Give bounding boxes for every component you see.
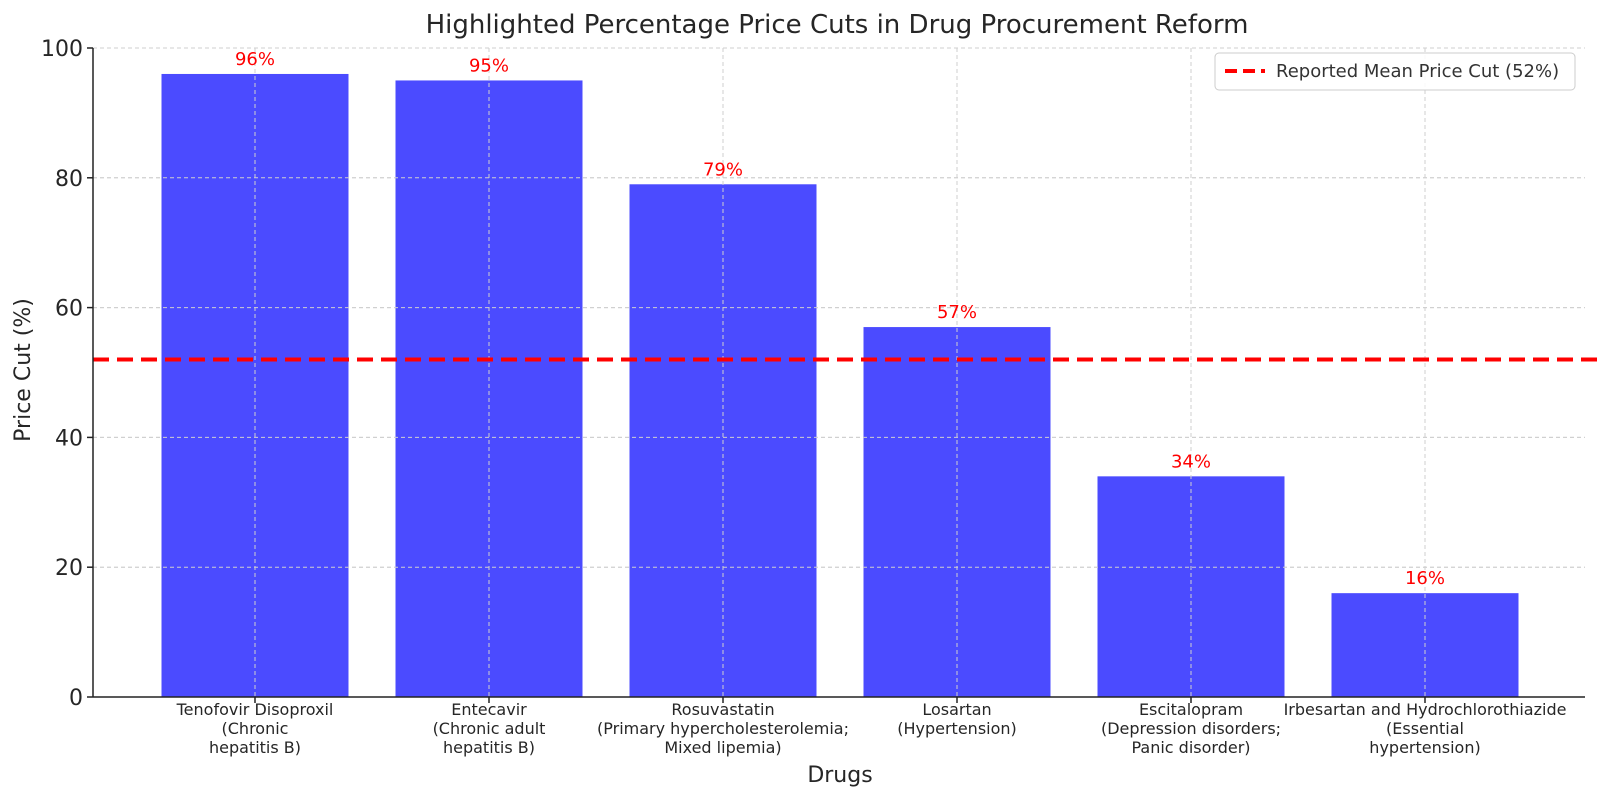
y-tick-label: 40	[55, 426, 83, 451]
x-tick-label: Tenofovir Disoproxil	[176, 700, 334, 719]
x-tick-label: Irbesartan and Hydrochlorothiazide	[1284, 700, 1567, 719]
x-tick-label: (Chronic	[222, 719, 289, 738]
x-tick-label: Entecavir	[451, 700, 527, 719]
y-tick-label: 20	[55, 556, 83, 581]
x-tick-label: hepatitis B)	[443, 738, 535, 757]
bar-layer	[93, 47, 1585, 698]
x-tick-label: (Hypertension)	[897, 719, 1017, 738]
chart-title: Highlighted Percentage Price Cuts in Dru…	[426, 10, 1249, 40]
bar-label-layer: 96% 95% 79% 57% 34% 16%	[235, 49, 1445, 589]
bar-value-label: 57%	[937, 302, 977, 323]
bar-value-label: 16%	[1405, 568, 1445, 589]
legend-box	[1214, 52, 1576, 91]
bar-value-label: 79%	[703, 159, 743, 180]
bar	[1097, 476, 1285, 697]
bar-value-label: 96%	[235, 49, 275, 70]
bar-value-label: 34%	[1171, 451, 1211, 472]
y-tick-label: 0	[69, 686, 83, 711]
x-tick-label: hepatitis B)	[209, 738, 301, 757]
x-axis-title: Drugs	[807, 763, 872, 788]
y-tick-label: 100	[41, 37, 83, 62]
bar-value-label: 95%	[469, 55, 509, 76]
legend: Reported Mean Price Cut (52%)	[1214, 52, 1576, 91]
x-tick-label: Escitalopram	[1139, 700, 1243, 719]
legend-label: Reported Mean Price Cut (52%)	[1276, 61, 1559, 82]
x-tick-label: (Depression disorders;	[1101, 719, 1281, 738]
y-axis-title: Price Cut (%)	[11, 298, 36, 442]
y-tick-label: 60	[55, 297, 83, 322]
x-tick-label: (Primary hypercholesterolemia;	[597, 719, 849, 738]
x-tick-label: (Chronic adult	[433, 719, 546, 738]
y-tick-label: 80	[55, 167, 83, 192]
x-tick-label: Rosuvastatin	[671, 700, 774, 719]
x-tick-label: Mixed lipemia)	[664, 738, 781, 757]
x-tick-label: (Essential	[1386, 719, 1464, 738]
x-tick-label: Panic disorder)	[1131, 738, 1250, 757]
x-tick-label: hypertension)	[1369, 738, 1480, 757]
x-tick-label: Losartan	[922, 700, 991, 719]
